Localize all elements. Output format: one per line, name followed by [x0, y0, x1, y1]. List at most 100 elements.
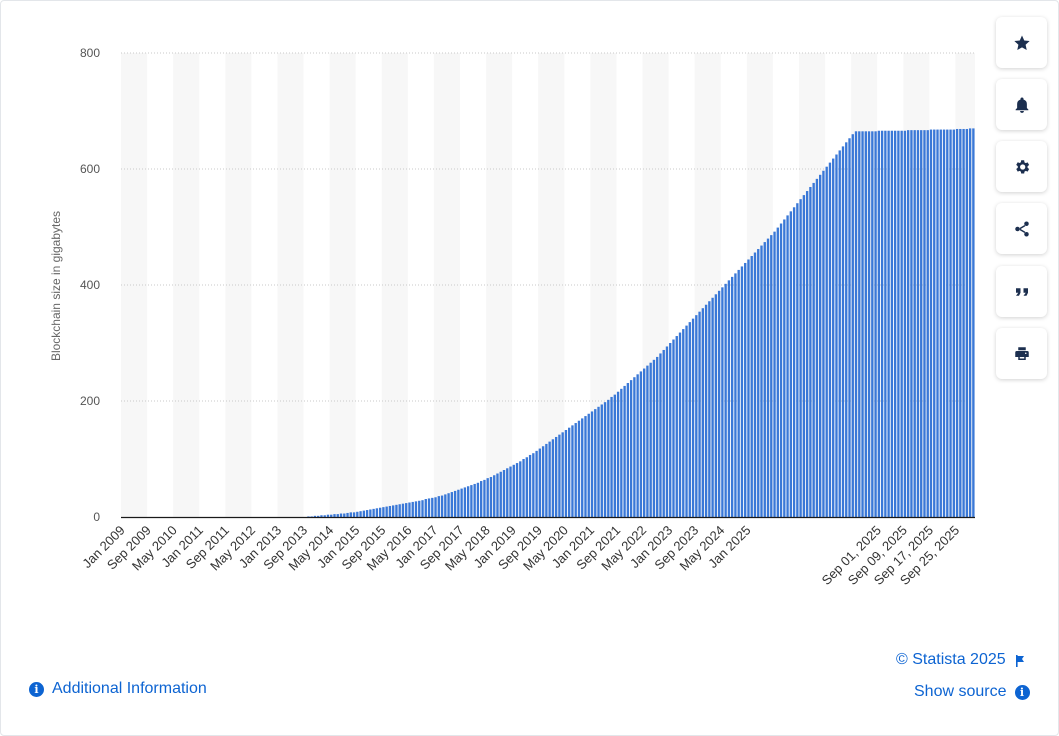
bar[interactable]	[313, 515, 317, 517]
bar[interactable]	[545, 443, 548, 517]
bar[interactable]	[307, 516, 310, 517]
bar[interactable]	[554, 436, 558, 517]
bar[interactable]	[613, 394, 616, 517]
bar[interactable]	[809, 186, 812, 518]
bar[interactable]	[880, 130, 884, 517]
bar[interactable]	[682, 329, 685, 517]
bar[interactable]	[789, 211, 793, 517]
bar[interactable]	[717, 290, 721, 517]
bar[interactable]	[431, 497, 434, 517]
bar[interactable]	[672, 339, 675, 517]
bar[interactable]	[440, 495, 444, 517]
bar[interactable]	[532, 453, 535, 517]
bar[interactable]	[913, 130, 916, 517]
bar[interactable]	[926, 130, 929, 517]
bar[interactable]	[502, 470, 506, 517]
bar[interactable]	[499, 471, 502, 517]
bar[interactable]	[890, 130, 894, 517]
bar[interactable]	[929, 129, 933, 517]
bar[interactable]	[760, 245, 763, 517]
bar[interactable]	[942, 129, 946, 517]
bar[interactable]	[330, 514, 333, 517]
bar[interactable]	[509, 466, 512, 517]
bar[interactable]	[466, 486, 470, 517]
bar[interactable]	[551, 439, 555, 517]
bar[interactable]	[669, 343, 672, 517]
bar[interactable]	[343, 513, 346, 517]
bar[interactable]	[646, 365, 649, 517]
bar[interactable]	[688, 322, 691, 517]
bar[interactable]	[656, 356, 659, 517]
bar[interactable]	[750, 256, 753, 517]
bar[interactable]	[427, 498, 431, 517]
bar[interactable]	[600, 404, 603, 517]
bar[interactable]	[489, 476, 493, 517]
bar[interactable]	[946, 129, 949, 517]
bar[interactable]	[633, 377, 636, 517]
bar[interactable]	[701, 308, 705, 517]
bar[interactable]	[525, 457, 528, 517]
bar[interactable]	[444, 494, 447, 517]
bar[interactable]	[326, 514, 330, 517]
bar[interactable]	[714, 294, 718, 517]
bar[interactable]	[936, 129, 939, 517]
bar[interactable]	[884, 130, 887, 517]
bar[interactable]	[972, 128, 975, 517]
bar[interactable]	[675, 336, 678, 517]
bar[interactable]	[388, 505, 392, 517]
bar[interactable]	[375, 508, 379, 517]
bar[interactable]	[594, 409, 597, 517]
bar[interactable]	[401, 503, 405, 517]
bar[interactable]	[818, 174, 822, 518]
settings-button[interactable]	[996, 141, 1047, 192]
bar[interactable]	[965, 128, 969, 518]
bar[interactable]	[887, 130, 890, 517]
bar[interactable]	[515, 463, 519, 517]
bar[interactable]	[636, 374, 639, 517]
bar[interactable]	[457, 489, 460, 517]
bar[interactable]	[805, 191, 809, 518]
bar[interactable]	[867, 131, 871, 518]
bar[interactable]	[398, 504, 401, 517]
bar[interactable]	[903, 130, 907, 517]
bar[interactable]	[835, 154, 838, 518]
bar[interactable]	[871, 131, 874, 518]
bar[interactable]	[453, 490, 457, 517]
bar[interactable]	[568, 427, 571, 517]
bar[interactable]	[799, 199, 802, 517]
bar[interactable]	[955, 128, 959, 518]
bar[interactable]	[486, 478, 489, 517]
bar[interactable]	[952, 129, 955, 517]
bar[interactable]	[907, 130, 910, 517]
bar[interactable]	[721, 287, 724, 517]
bar[interactable]	[496, 473, 499, 518]
bar[interactable]	[310, 516, 313, 517]
bar[interactable]	[897, 130, 900, 517]
bar[interactable]	[369, 509, 372, 517]
bar[interactable]	[320, 515, 323, 517]
bar[interactable]	[923, 130, 926, 517]
bar[interactable]	[910, 130, 913, 517]
bar[interactable]	[766, 238, 770, 517]
bar[interactable]	[815, 178, 819, 518]
bar[interactable]	[796, 203, 799, 517]
bar[interactable]	[372, 508, 375, 517]
bar[interactable]	[450, 492, 454, 517]
bar[interactable]	[362, 510, 366, 517]
bar[interactable]	[949, 129, 952, 517]
bar[interactable]	[770, 235, 773, 517]
bar[interactable]	[783, 219, 786, 517]
bar[interactable]	[349, 512, 352, 517]
bar[interactable]	[336, 514, 339, 517]
bar[interactable]	[463, 487, 467, 517]
bar[interactable]	[519, 461, 522, 517]
bar[interactable]	[678, 332, 682, 517]
bar[interactable]	[558, 434, 561, 517]
bar[interactable]	[437, 496, 440, 517]
bar[interactable]	[564, 430, 568, 517]
bar[interactable]	[848, 138, 851, 517]
bar[interactable]	[708, 301, 711, 517]
bar[interactable]	[916, 130, 920, 517]
bar[interactable]	[864, 131, 867, 518]
bar[interactable]	[747, 259, 750, 517]
